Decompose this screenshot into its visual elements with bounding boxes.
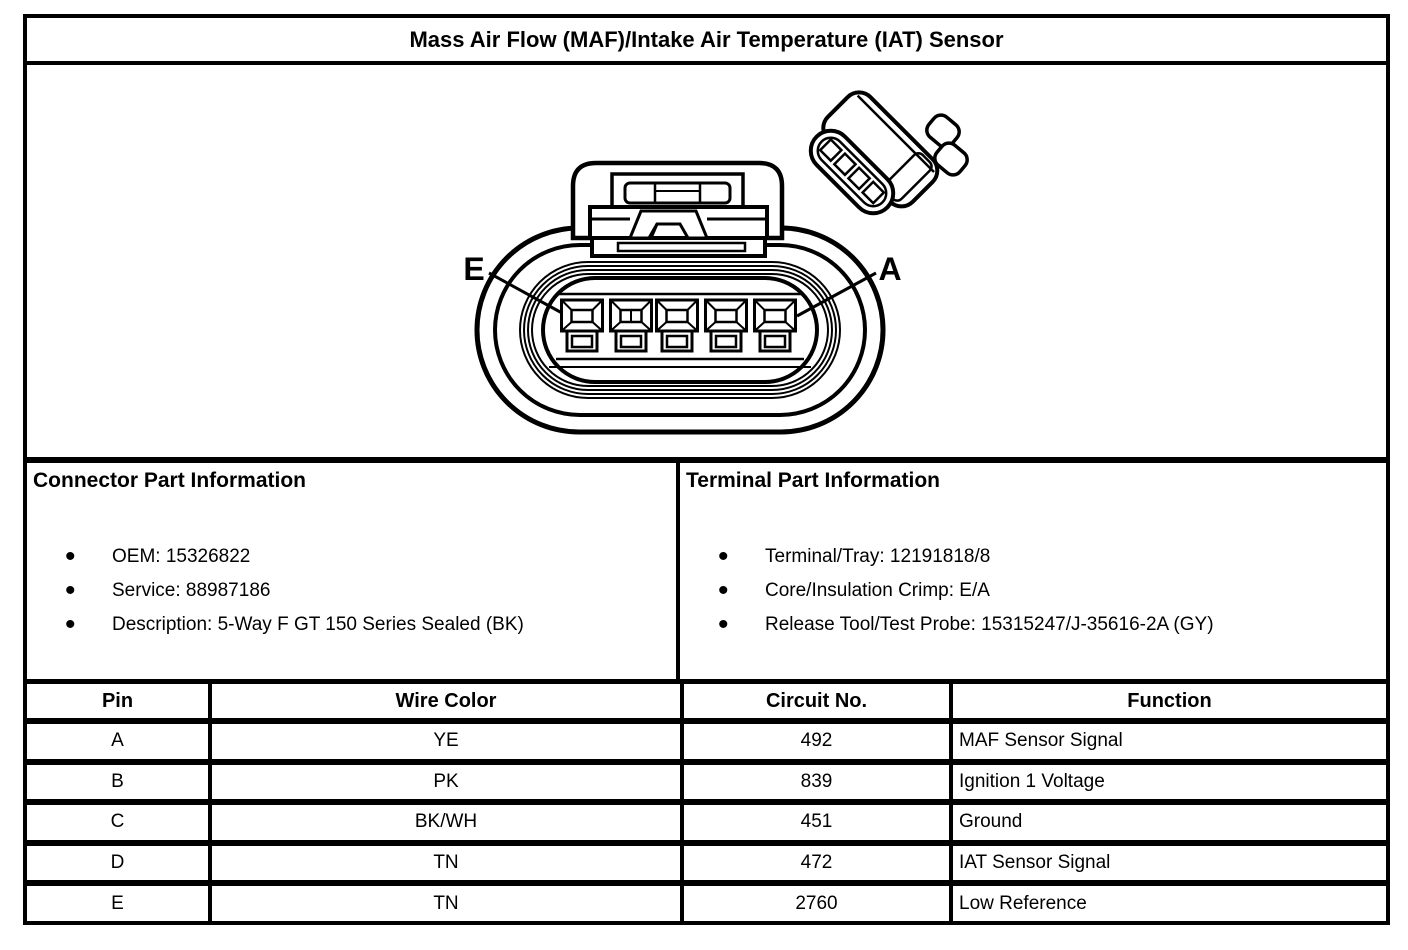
list-item: OEM: 15326822 (65, 540, 670, 574)
page-title: Mass Air Flow (MAF)/Intake Air Temperatu… (409, 26, 1004, 52)
pin-cell: B (27, 758, 212, 806)
table-row: A YE 492 MAF Sensor Signal (27, 718, 1386, 765)
column-header-circuit: Circuit No. (680, 684, 953, 724)
wire-cell: PK (208, 758, 684, 806)
column-header-function: Function (949, 684, 1386, 724)
pinout-table-container: Pin Wire Color Circuit No. Function A YE… (27, 684, 1386, 921)
pin-cell: A (27, 718, 212, 765)
circuit-cell: 472 (680, 839, 953, 887)
function-cell: Ignition 1 Voltage (949, 758, 1386, 806)
terminal-info-section: Terminal Part Information Terminal/Tray:… (680, 463, 1386, 679)
connector-front-view: E A (463, 160, 902, 435)
connector-3d-view (808, 90, 969, 216)
table-row: C BK/WH 451 Ground (27, 799, 1386, 846)
pin-cell: E (27, 880, 212, 921)
connector-info-heading: Connector Part Information (33, 469, 307, 492)
wire-cell: TN (208, 880, 684, 921)
table-row: B PK 839 Ignition 1 Voltage (27, 758, 1386, 806)
part-information-row: Connector Part Information OEM: 15326822… (27, 463, 1386, 684)
pin-table: Pin Wire Color Circuit No. Function A YE… (27, 684, 1386, 921)
table-row: D TN 472 IAT Sensor Signal (27, 839, 1386, 887)
table-row: E TN 2760 Low Reference (27, 880, 1386, 921)
pin-cell: D (27, 839, 212, 887)
connector-diagram-panel: E A (27, 65, 1386, 463)
terminal-cavity-b (704, 298, 748, 353)
list-item: Release Tool/Test Probe: 15315247/J-3561… (718, 608, 1380, 642)
connector-info-list: OEM: 15326822 Service: 88987186 Descript… (65, 540, 670, 642)
list-item: Core/Insulation Crimp: E/A (718, 574, 1380, 608)
function-cell: MAF Sensor Signal (949, 718, 1386, 765)
terminal-cavity-c (655, 298, 699, 353)
wire-cell: YE (208, 718, 684, 765)
terminal-info-heading: Terminal Part Information (686, 469, 940, 492)
function-cell: Ground (949, 799, 1386, 846)
title-bar: Mass Air Flow (MAF)/Intake Air Temperatu… (27, 18, 1386, 65)
connector-info-section: Connector Part Information OEM: 15326822… (27, 463, 680, 679)
pin-a-label: A (878, 251, 901, 287)
wire-cell: BK/WH (208, 799, 684, 846)
terminal-cavity-a (753, 298, 797, 353)
circuit-cell: 2760 (680, 880, 953, 921)
pin-e-leader-line (488, 271, 563, 315)
circuit-cell: 451 (680, 799, 953, 846)
function-cell: Low Reference (949, 880, 1386, 921)
connector-diagram: E A (463, 90, 969, 435)
wire-cell: TN (208, 839, 684, 887)
pin-table-header-row: Pin Wire Color Circuit No. Function (27, 684, 1386, 724)
pin-cell: C (27, 799, 212, 846)
circuit-cell: 492 (680, 718, 953, 765)
list-item: Terminal/Tray: 12191818/8 (718, 540, 1380, 574)
terminal-info-list: Terminal/Tray: 12191818/8 Core/Insulatio… (718, 540, 1380, 642)
list-item: Service: 88987186 (65, 574, 670, 608)
connector-latch (570, 160, 785, 258)
terminal-cavity-e (560, 298, 604, 353)
circuit-cell: 839 (680, 758, 953, 806)
column-header-wire: Wire Color (208, 684, 684, 724)
list-item: Description: 5-Way F GT 150 Series Seale… (65, 608, 670, 642)
terminal-cavity-d (609, 298, 653, 353)
page-frame: Mass Air Flow (MAF)/Intake Air Temperatu… (23, 14, 1390, 925)
function-cell: IAT Sensor Signal (949, 839, 1386, 887)
pin-a-leader-line (796, 271, 877, 318)
column-header-pin: Pin (27, 684, 212, 724)
pin-e-label: E (463, 251, 484, 287)
